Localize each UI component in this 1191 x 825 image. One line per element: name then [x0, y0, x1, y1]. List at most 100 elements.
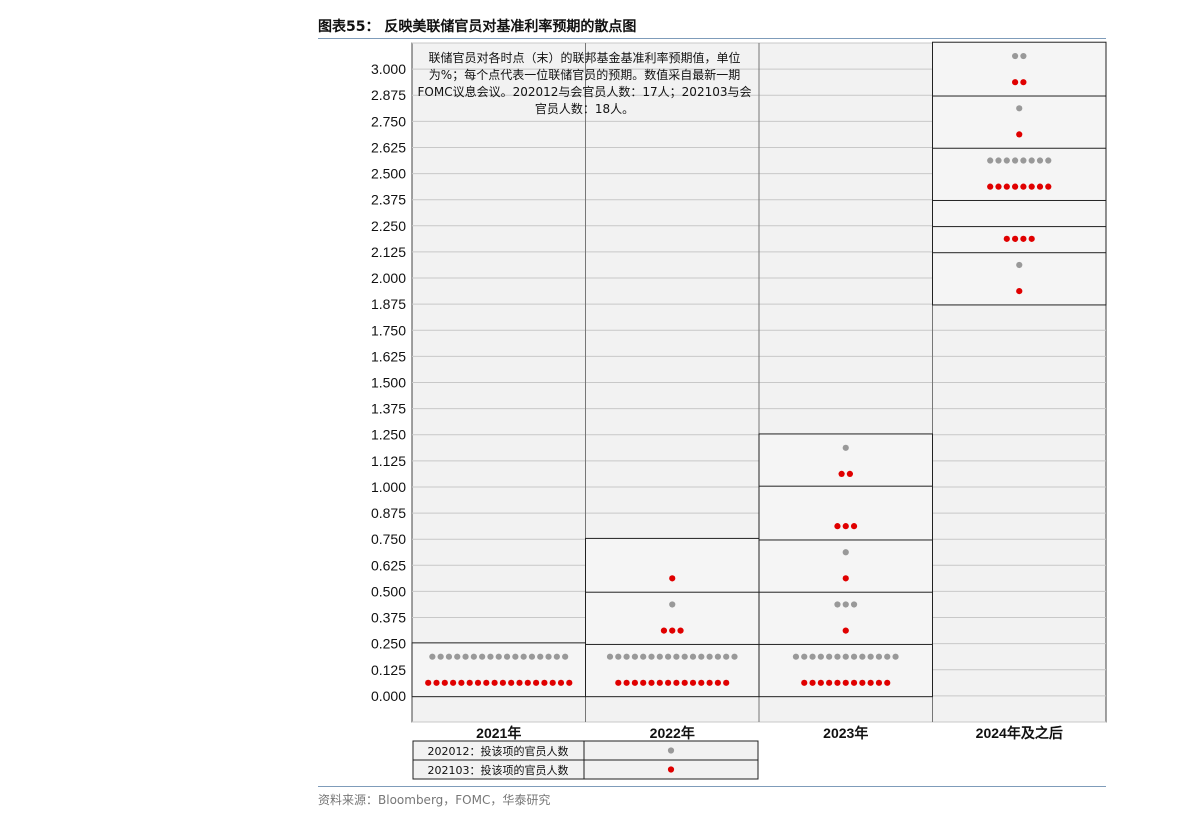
vote-box	[932, 250, 1107, 306]
x-category-label: 2022年	[650, 725, 695, 741]
dot-202012	[1020, 157, 1027, 164]
dot-202103	[1028, 235, 1035, 242]
dot-202012	[723, 653, 730, 660]
dot-202103	[801, 679, 808, 686]
dot-202103	[1012, 79, 1019, 86]
x-category-label: 2021年	[476, 725, 521, 741]
dot-202103	[557, 679, 565, 686]
y-tick-label: 2.375	[371, 192, 406, 208]
dot-202012	[859, 653, 866, 660]
dot-202012	[545, 653, 552, 660]
vote-box	[758, 590, 933, 645]
y-tick-label: 3.000	[371, 61, 406, 77]
y-tick-label: 2.250	[371, 218, 406, 234]
legend-label: 202103：投该项的官员人数	[428, 763, 569, 777]
y-tick-label: 2.000	[371, 270, 406, 286]
dot-202103	[1045, 183, 1052, 190]
legend-dot	[667, 766, 675, 773]
dot-202012	[631, 653, 639, 660]
dot-202012	[714, 653, 722, 660]
dot-202012	[1012, 52, 1019, 60]
vote-box	[758, 485, 933, 541]
dot-202012	[606, 653, 614, 660]
dot-202103	[677, 627, 684, 634]
dot-202103	[631, 679, 639, 686]
dot-202012	[1045, 157, 1052, 164]
vote-box	[758, 642, 933, 698]
dot-202103	[541, 679, 548, 686]
dot-202103	[689, 679, 697, 686]
y-tick-label: 2.125	[371, 244, 406, 260]
dot-202012	[842, 601, 849, 608]
dot-202103	[508, 679, 515, 686]
y-tick-label: 1.625	[371, 348, 406, 364]
dot-202103	[524, 679, 531, 686]
dot-202103	[660, 627, 668, 634]
source-note: 资料来源：Bloomberg，FOMC，华泰研究	[318, 793, 551, 807]
vote-box	[585, 642, 760, 698]
dot-202012	[801, 653, 808, 660]
dot-202012	[648, 653, 655, 660]
bottom-rule	[318, 786, 1106, 787]
dot-202103	[842, 679, 849, 686]
dot-202103	[809, 679, 816, 686]
legend-dot	[667, 747, 675, 754]
y-tick-label: 0.875	[371, 505, 406, 521]
dot-202103	[834, 523, 841, 530]
y-tick-label: 1.000	[371, 479, 406, 495]
dot-202103	[491, 679, 498, 686]
dot-202012	[1012, 157, 1019, 164]
y-tick-label: 1.250	[371, 427, 406, 443]
dot-202103	[458, 679, 465, 686]
dot-202012	[537, 653, 544, 660]
dot-202012	[528, 653, 536, 660]
dot-202103	[698, 679, 705, 686]
dot-202103	[846, 470, 854, 478]
dot-202012	[875, 653, 883, 660]
y-tick-label: 0.250	[371, 636, 406, 652]
vote-box	[932, 41, 1107, 97]
y-tick-label: 0.625	[371, 557, 406, 573]
vote-box	[932, 146, 1107, 201]
dot-202012	[1016, 261, 1023, 269]
dot-202012	[850, 653, 858, 660]
y-tick-label: 2.500	[371, 166, 406, 182]
y-tick-label: 0.125	[371, 662, 406, 678]
dot-202103	[615, 679, 622, 686]
dot-202103	[842, 523, 849, 530]
dot-202103	[842, 627, 849, 634]
dot-202012	[562, 653, 569, 660]
dot-202103	[1012, 183, 1019, 190]
dot-202012	[445, 653, 453, 660]
dot-202103	[714, 679, 722, 686]
dot-202103	[706, 679, 713, 686]
chart-note: 联储官员对各时点（末）的联邦基金基准利率预期值，单位为%；每个点代表一位联储官员…	[417, 51, 752, 116]
dot-202103	[450, 679, 457, 686]
x-category-label: 2023年	[823, 725, 868, 741]
dot-202103	[640, 679, 647, 686]
dot-202103	[673, 679, 680, 686]
dot-202012	[665, 653, 672, 660]
dot-202103	[1016, 131, 1023, 138]
vote-box	[758, 433, 933, 489]
dot-202103	[1036, 183, 1044, 190]
dot-202103	[474, 679, 482, 686]
dot-202012	[689, 653, 697, 660]
dot-202103	[987, 183, 994, 190]
dot-202103	[1012, 235, 1019, 242]
dot-202103	[850, 679, 858, 686]
dot-202012	[656, 653, 663, 660]
dot-202012	[1028, 157, 1035, 164]
dot-202103	[441, 679, 448, 686]
dot-202012	[884, 653, 891, 660]
dot-202103	[425, 679, 432, 686]
dot-202103	[995, 183, 1002, 190]
dot-202012	[673, 653, 680, 660]
dot-202012	[987, 157, 994, 164]
dot-202012	[842, 549, 849, 556]
vote-box	[585, 590, 760, 645]
dot-202012	[842, 653, 849, 660]
y-tick-label: 0.000	[371, 688, 406, 704]
y-tick-label: 1.375	[371, 401, 406, 417]
dot-202103	[842, 575, 849, 582]
